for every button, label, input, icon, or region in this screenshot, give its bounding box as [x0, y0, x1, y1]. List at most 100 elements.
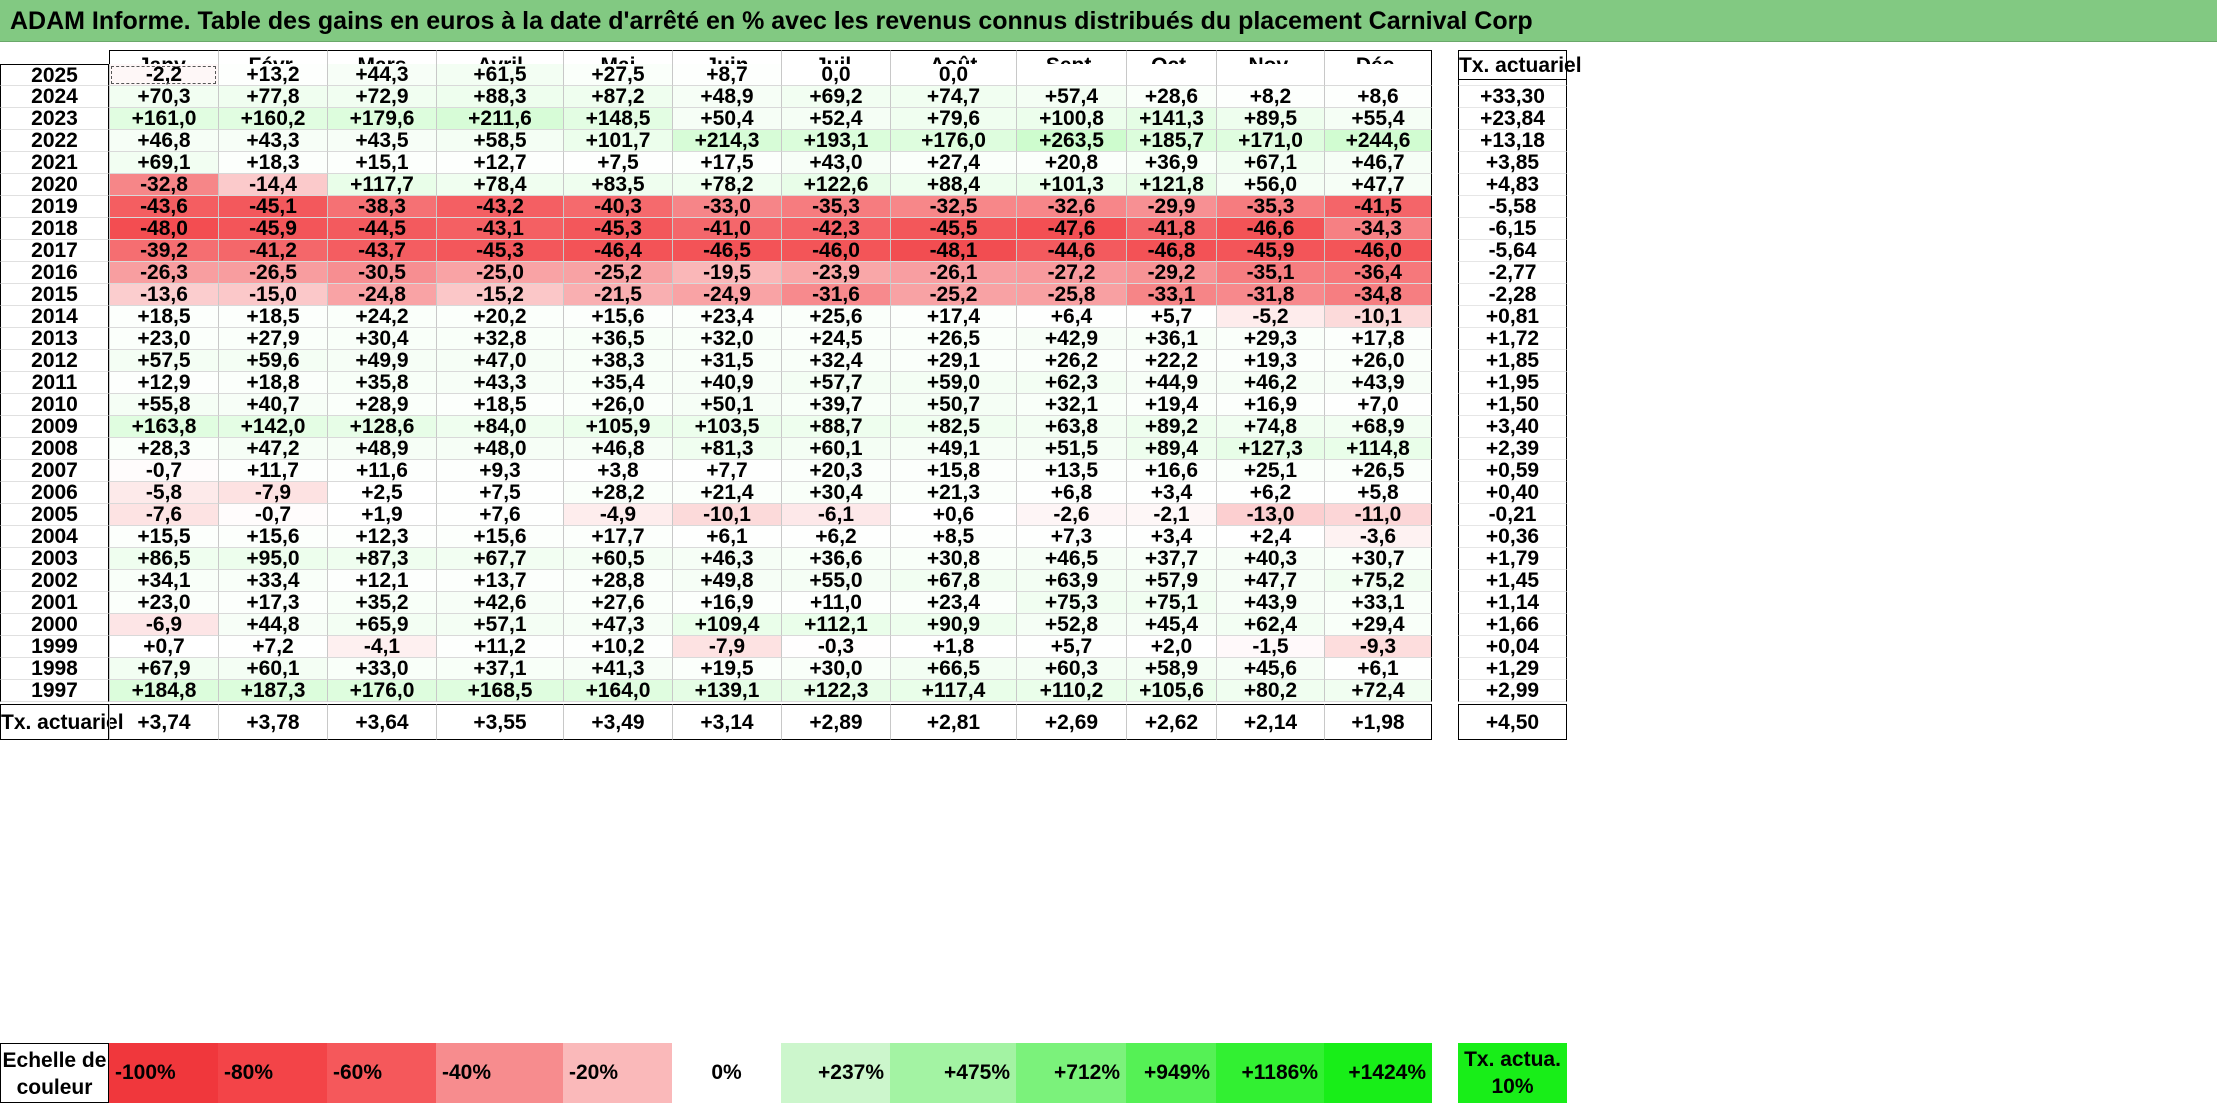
gain-cell[interactable]: -46,0 — [1324, 240, 1432, 262]
gain-cell[interactable]: +25,6 — [781, 306, 890, 328]
gain-cell[interactable]: -30,5 — [327, 262, 436, 284]
gain-cell[interactable]: +141,3 — [1126, 108, 1216, 130]
gain-cell[interactable]: +9,3 — [436, 460, 563, 482]
gain-cell[interactable]: +11,0 — [781, 592, 890, 614]
gain-cell[interactable]: +26,5 — [1324, 460, 1432, 482]
gain-cell[interactable]: +105,6 — [1126, 680, 1216, 702]
gain-cell[interactable]: +26,0 — [563, 394, 672, 416]
gain-cell[interactable]: +18,5 — [218, 306, 327, 328]
gain-cell[interactable]: -43,6 — [109, 196, 218, 218]
gain-cell[interactable]: +32,4 — [781, 350, 890, 372]
gain-cell[interactable]: +88,4 — [890, 174, 1016, 196]
gain-cell[interactable] — [1016, 64, 1126, 86]
gain-cell[interactable]: +62,4 — [1216, 614, 1324, 636]
gain-cell[interactable]: +26,0 — [1324, 350, 1432, 372]
gain-cell[interactable]: +193,1 — [781, 130, 890, 152]
gain-cell[interactable]: -25,2 — [563, 262, 672, 284]
gain-cell[interactable]: +27,6 — [563, 592, 672, 614]
gain-cell[interactable]: +214,3 — [672, 130, 781, 152]
gain-cell[interactable]: -35,3 — [781, 196, 890, 218]
gain-cell[interactable]: +60,1 — [218, 658, 327, 680]
gain-cell[interactable]: +148,5 — [563, 108, 672, 130]
gain-cell[interactable]: +117,4 — [890, 680, 1016, 702]
gain-cell[interactable]: +0,6 — [890, 504, 1016, 526]
gain-cell[interactable]: +74,7 — [890, 86, 1016, 108]
gain-cell[interactable]: -32,8 — [109, 174, 218, 196]
gain-cell[interactable]: +31,5 — [672, 350, 781, 372]
gain-cell[interactable]: +60,5 — [563, 548, 672, 570]
gain-cell[interactable]: +45,4 — [1126, 614, 1216, 636]
gain-cell[interactable]: -25,0 — [436, 262, 563, 284]
gain-cell[interactable]: +3,4 — [1126, 482, 1216, 504]
gain-cell[interactable]: -35,1 — [1216, 262, 1324, 284]
gain-cell[interactable]: -24,9 — [672, 284, 781, 306]
gain-cell[interactable]: -13,0 — [1216, 504, 1324, 526]
gain-cell[interactable]: +1,9 — [327, 504, 436, 526]
gain-cell[interactable]: +67,8 — [890, 570, 1016, 592]
gain-cell[interactable]: +1,8 — [890, 636, 1016, 658]
gain-cell[interactable]: -45,9 — [1216, 240, 1324, 262]
gain-cell[interactable]: +52,8 — [1016, 614, 1126, 636]
gain-cell[interactable]: +55,0 — [781, 570, 890, 592]
gain-cell[interactable]: +48,9 — [327, 438, 436, 460]
gain-cell[interactable]: +109,4 — [672, 614, 781, 636]
gain-cell[interactable]: +49,9 — [327, 350, 436, 372]
gain-cell[interactable]: +32,1 — [1016, 394, 1126, 416]
gain-cell[interactable]: -0,7 — [109, 460, 218, 482]
gain-cell[interactable]: +33,1 — [1324, 592, 1432, 614]
gain-cell[interactable]: +79,6 — [890, 108, 1016, 130]
gain-cell[interactable]: +176,0 — [890, 130, 1016, 152]
gain-cell[interactable]: +184,8 — [109, 680, 218, 702]
gain-cell[interactable]: +32,0 — [672, 328, 781, 350]
gain-cell[interactable]: -32,6 — [1016, 196, 1126, 218]
gain-cell[interactable]: -25,8 — [1016, 284, 1126, 306]
gain-cell[interactable]: +67,9 — [109, 658, 218, 680]
gain-cell[interactable]: +13,7 — [436, 570, 563, 592]
gain-cell[interactable]: +26,5 — [890, 328, 1016, 350]
gain-cell[interactable]: 0,0 — [890, 64, 1016, 86]
gain-cell[interactable]: +72,9 — [327, 86, 436, 108]
gain-cell[interactable]: +128,6 — [327, 416, 436, 438]
gain-cell[interactable]: +35,4 — [563, 372, 672, 394]
gain-cell[interactable]: +28,6 — [1126, 86, 1216, 108]
gain-cell[interactable]: +44,3 — [327, 64, 436, 86]
gain-cell[interactable]: +37,1 — [436, 658, 563, 680]
gain-cell[interactable]: +46,3 — [672, 548, 781, 570]
gain-cell[interactable]: +35,2 — [327, 592, 436, 614]
gain-cell[interactable]: +40,7 — [218, 394, 327, 416]
gain-cell[interactable]: -43,1 — [436, 218, 563, 240]
gain-cell[interactable]: +90,9 — [890, 614, 1016, 636]
gain-cell[interactable]: +6,1 — [1324, 658, 1432, 680]
gain-cell[interactable]: +185,7 — [1126, 130, 1216, 152]
gain-cell[interactable]: +18,8 — [218, 372, 327, 394]
gain-cell[interactable]: -2,1 — [1126, 504, 1216, 526]
gain-cell[interactable]: +15,1 — [327, 152, 436, 174]
gain-cell[interactable]: +95,0 — [218, 548, 327, 570]
gain-cell[interactable]: -31,6 — [781, 284, 890, 306]
gain-cell[interactable]: +12,7 — [436, 152, 563, 174]
gain-cell[interactable]: +60,1 — [781, 438, 890, 460]
gain-cell[interactable]: +16,9 — [1216, 394, 1324, 416]
gain-cell[interactable]: +27,5 — [563, 64, 672, 86]
gain-cell[interactable]: -13,6 — [109, 284, 218, 306]
gain-cell[interactable]: +69,1 — [109, 152, 218, 174]
gain-cell[interactable]: +44,9 — [1126, 372, 1216, 394]
gain-cell[interactable]: +57,4 — [1016, 86, 1126, 108]
gain-cell[interactable]: -2,6 — [1016, 504, 1126, 526]
gain-cell[interactable]: +18,5 — [109, 306, 218, 328]
gain-cell[interactable]: +12,1 — [327, 570, 436, 592]
gain-cell[interactable]: +17,5 — [672, 152, 781, 174]
gain-cell[interactable]: -34,3 — [1324, 218, 1432, 240]
gain-cell[interactable]: -14,4 — [218, 174, 327, 196]
gain-cell[interactable]: +13,5 — [1016, 460, 1126, 482]
gain-cell[interactable]: +63,8 — [1016, 416, 1126, 438]
gain-cell[interactable]: +59,0 — [890, 372, 1016, 394]
gain-cell[interactable]: +263,5 — [1016, 130, 1126, 152]
gain-cell[interactable]: +13,2 — [218, 64, 327, 86]
gain-cell[interactable]: 0,0 — [781, 64, 890, 86]
gain-cell[interactable]: +15,8 — [890, 460, 1016, 482]
gain-cell[interactable]: +23,0 — [109, 328, 218, 350]
gain-cell[interactable]: +47,3 — [563, 614, 672, 636]
gain-cell[interactable]: -23,9 — [781, 262, 890, 284]
gain-cell[interactable]: +45,6 — [1216, 658, 1324, 680]
